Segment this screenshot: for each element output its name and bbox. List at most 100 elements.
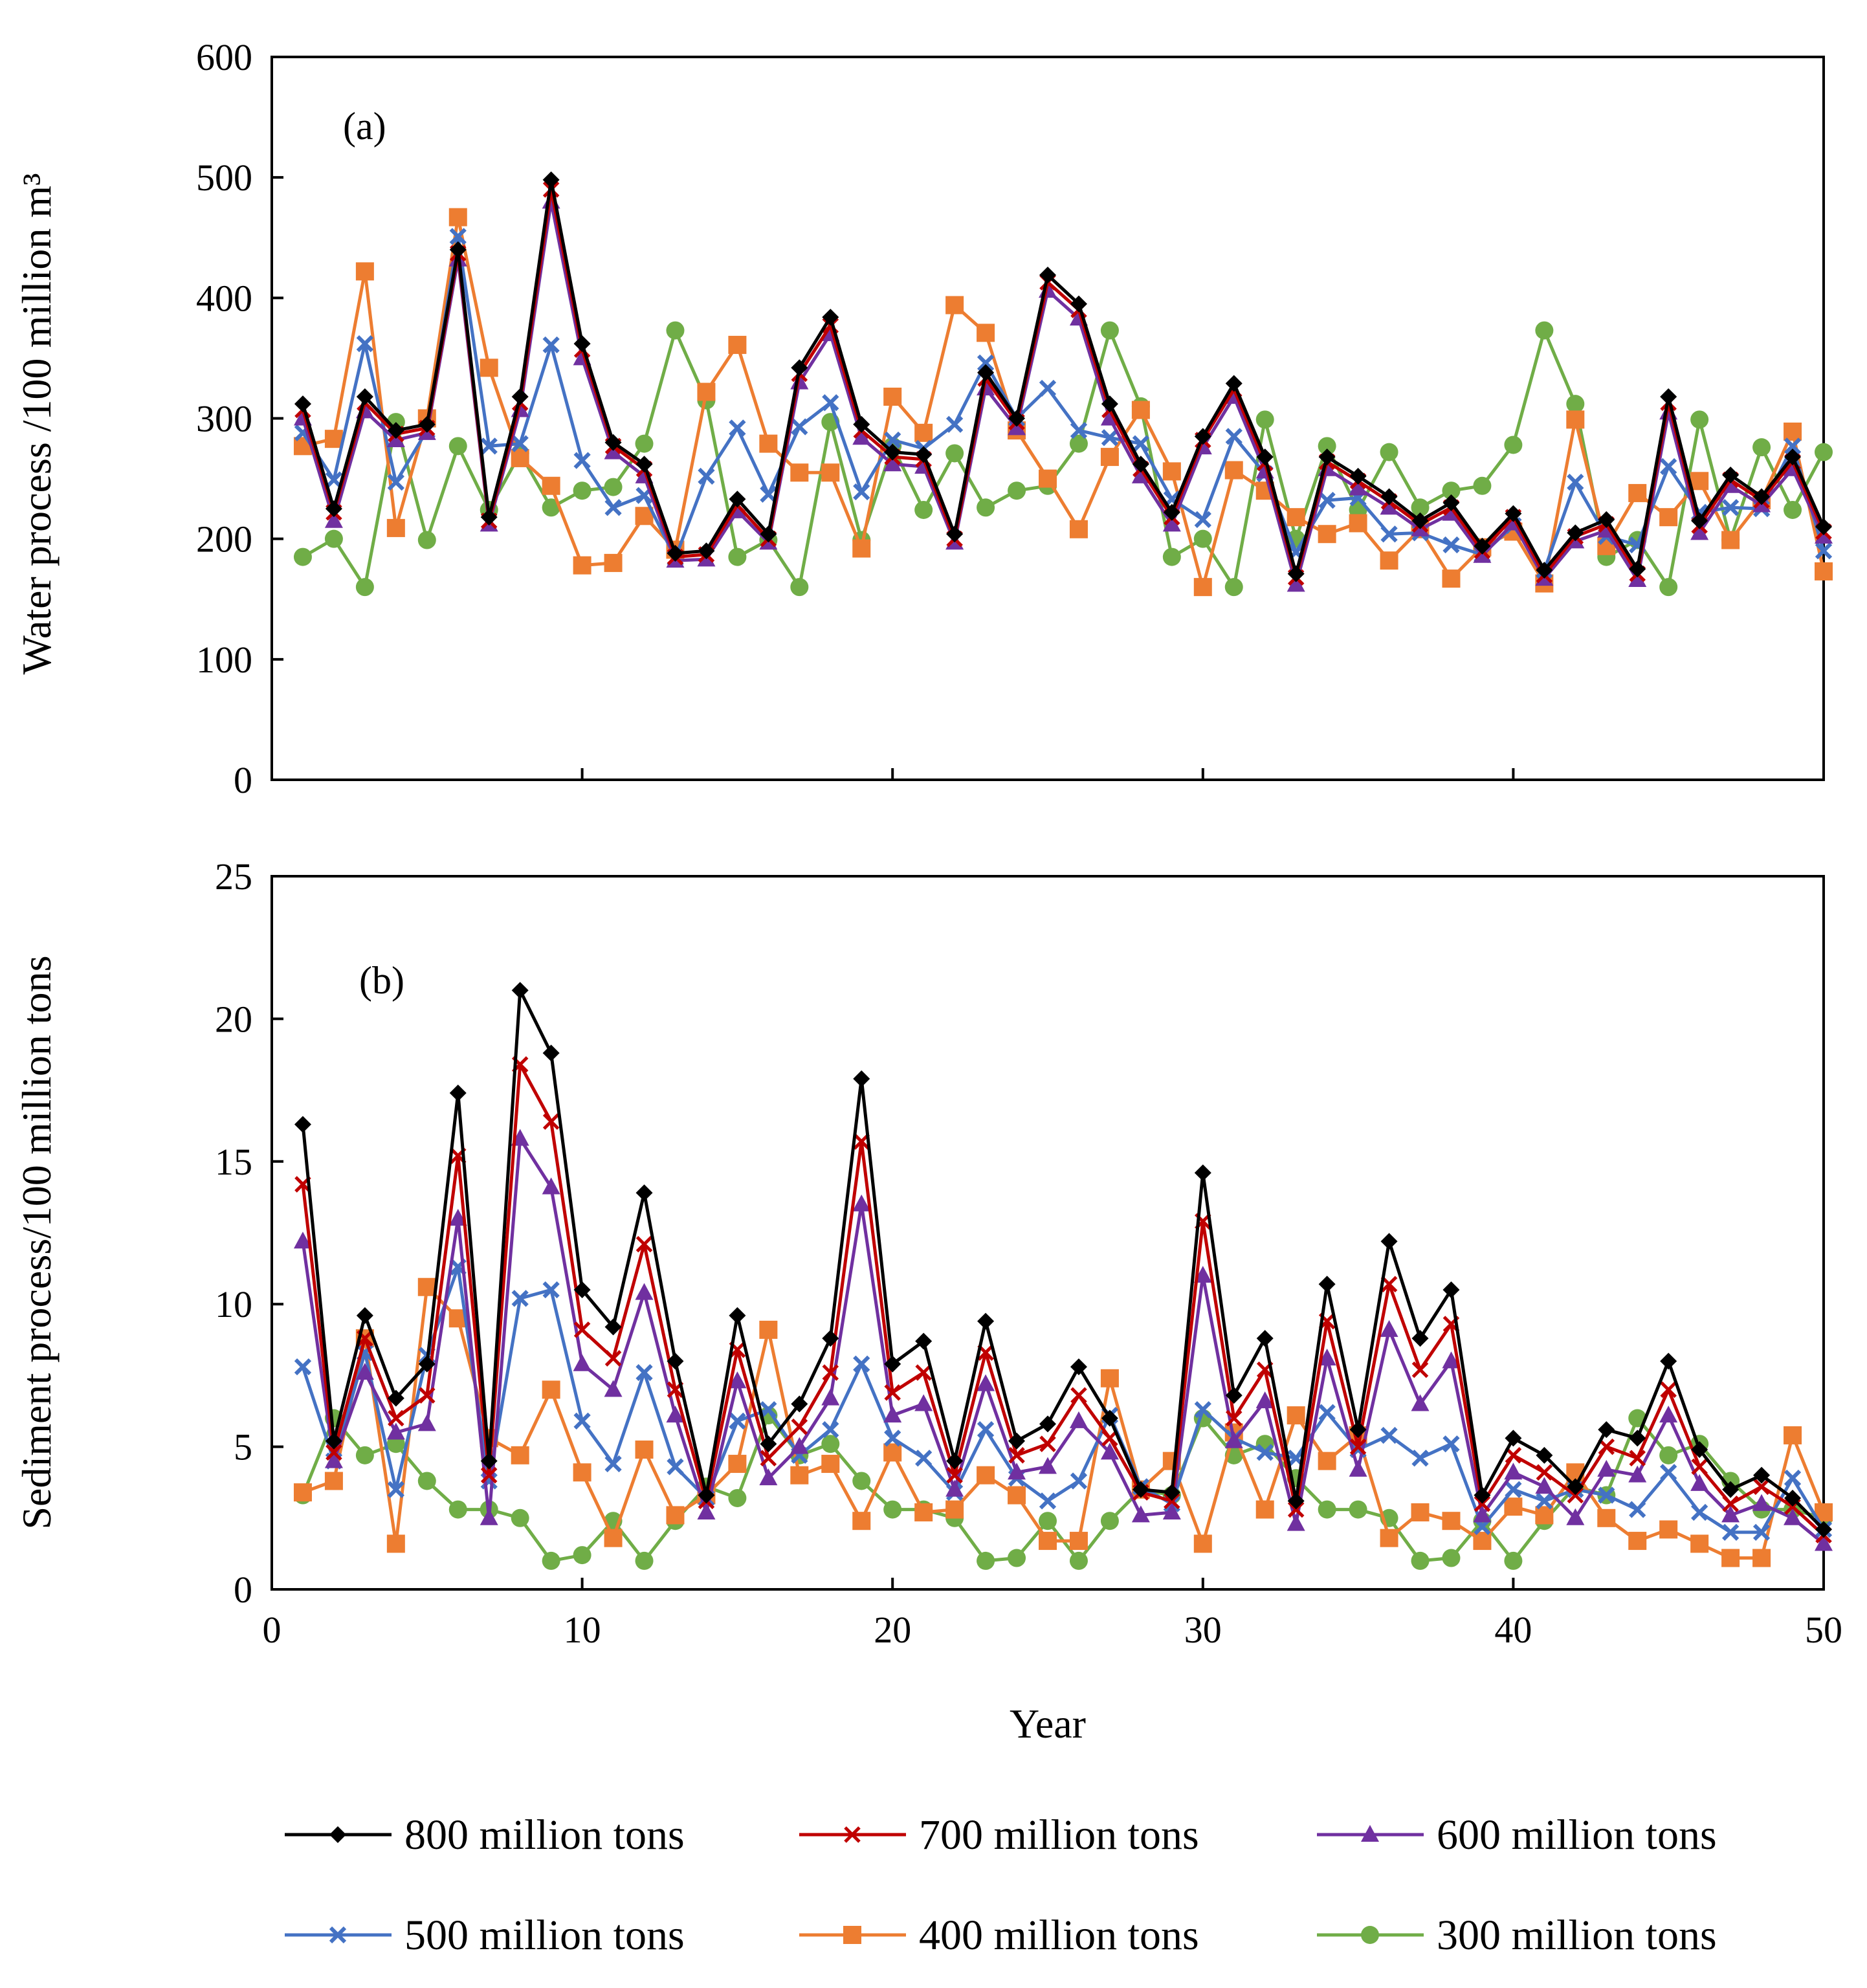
panel-b-data-point [760, 1435, 777, 1453]
panel-b-data-point [1753, 1466, 1771, 1484]
x-tick-label: 40 [1494, 1609, 1532, 1651]
panel-b-data-point [1505, 1481, 1522, 1498]
panel-a-data-point [1628, 483, 1647, 502]
panel-b-data-point [1691, 1503, 1708, 1521]
panel-b-data-point [1070, 1358, 1087, 1376]
panel-b-data-point [1660, 1353, 1677, 1370]
legend-marker [329, 1826, 346, 1843]
panel-a-data-point [760, 525, 777, 543]
panel-b-data-point [1473, 1532, 1492, 1551]
panel-b-data-point [1380, 1426, 1398, 1444]
panel-b-data-point [821, 1435, 840, 1453]
panel-b-data-point [604, 1350, 622, 1367]
panel-a-data-point [1318, 525, 1336, 544]
panel-b-data-point [480, 1466, 498, 1484]
panel-b-data-point [729, 1307, 746, 1324]
panel-b-data-point [759, 1468, 778, 1486]
panel-b-data-point [1131, 1505, 1150, 1523]
panel-b-data-point [1442, 1512, 1461, 1530]
x-tick-label: 0 [263, 1609, 282, 1651]
legend-label: 300 million tons [1437, 1912, 1717, 1959]
legend-label: 700 million tons [919, 1811, 1199, 1859]
panel-b-data-point [1535, 1506, 1554, 1525]
panel-a-data-point [977, 364, 995, 381]
x-tick-label: 10 [564, 1609, 601, 1651]
panel-a-data-point [853, 483, 870, 501]
panel-a-data-point [852, 539, 871, 558]
panel-a-data-point [324, 430, 343, 448]
panel-b-series-800 [294, 982, 1832, 1538]
panel-a-data-point [1721, 499, 1740, 516]
panel-b-data-point [1349, 1500, 1367, 1519]
panel-a-data-point [822, 309, 839, 326]
panel-a-data-point [1566, 410, 1585, 429]
panel-a-data-point [324, 511, 343, 528]
panel-a-data-point [1380, 488, 1398, 505]
panel-b-data-point [1474, 1486, 1491, 1504]
panel-b-data-point [1567, 1478, 1584, 1496]
panel-a-data-point [728, 547, 747, 566]
panel-b-data-point [1721, 1523, 1740, 1541]
panel-b-data-point [1567, 1486, 1584, 1504]
panel-a-data-point [1039, 379, 1057, 397]
panel-b-data-point [1660, 1381, 1677, 1398]
panel-b-data-point [697, 1502, 716, 1519]
panel-b-data-point [1536, 1446, 1553, 1464]
panel-b-data-point [1597, 1508, 1616, 1527]
panel-a-data-point [324, 529, 343, 548]
panel-b-data-point [355, 1446, 374, 1464]
panel-a-data-point [1349, 478, 1367, 496]
panel-b-series-line [301, 1265, 1826, 1534]
panel-b-data-point [1815, 1521, 1832, 1538]
panel-b-data-point [1784, 1508, 1802, 1525]
panel-b-series-line [301, 1063, 1825, 1537]
panel-a-plot-frame [271, 56, 1825, 781]
panel-a-data-point [573, 556, 591, 575]
panel-b-data-point [573, 1281, 591, 1299]
panel-a-data-point [914, 423, 933, 442]
panel-a-data-point [573, 452, 591, 469]
panel-a-water-process: (a) Water process /100 million m³ 0 100 20… [14, 36, 1833, 801]
panel-a-data-point [1784, 422, 1802, 441]
panel-a-data-point [1411, 512, 1429, 529]
panel-a-ytick-label: 500 [196, 157, 252, 199]
x-tick-label: 50 [1805, 1609, 1842, 1651]
panel-b-data-point [1039, 1457, 1057, 1474]
panel-a-data-point [791, 418, 808, 436]
panel-b-data-point [480, 1508, 498, 1525]
panel-a-data-point [1474, 537, 1491, 555]
panel-b-data-point [1380, 1320, 1398, 1337]
panel-b-data-point [635, 1364, 653, 1382]
panel-b-data-point [946, 1452, 964, 1470]
panel-b-data-point [294, 1116, 311, 1133]
panel-a-data-point [1255, 410, 1274, 429]
panel-a-data-point [853, 415, 870, 433]
panel-a-data-point [945, 444, 964, 463]
panel-b-ytick-label: 10 [215, 1283, 252, 1325]
panel-b-data-point [883, 1443, 902, 1462]
panel-b-data-point [915, 1332, 933, 1350]
panel-a-data-point [667, 545, 684, 562]
panel-b-data-point [1349, 1421, 1367, 1439]
panel-b-data-point [1784, 1469, 1802, 1487]
legend: 800 million tons 700 million tons 600 mill… [285, 1811, 1717, 1959]
panel-a-data-point [604, 478, 623, 496]
panel-a-data-point [1318, 437, 1336, 456]
panel-a-data-point [1815, 562, 1833, 580]
panel-a-data-point [946, 525, 964, 543]
panel-b-data-point [293, 1483, 312, 1502]
panel-a-data-point [1349, 467, 1367, 485]
x-axis-title: Year [1010, 1701, 1086, 1747]
panel-a-data-point [883, 454, 902, 472]
panel-a-ytick-label: 600 [196, 36, 252, 78]
panel-b-data-point [1597, 1459, 1616, 1477]
panel-b-data-point [977, 1466, 995, 1485]
panel-b-sediment-process: (b) Sediment process/100 million tons Ye… [14, 856, 1842, 1747]
panel-b-series-line [301, 1137, 1825, 1545]
panel-a-data-point [1566, 395, 1585, 414]
panel-b-data-point [356, 1307, 373, 1324]
panel-b-data-point [635, 1551, 654, 1570]
panel-a-data-point [355, 262, 374, 281]
panel-a-data-point [666, 321, 685, 340]
